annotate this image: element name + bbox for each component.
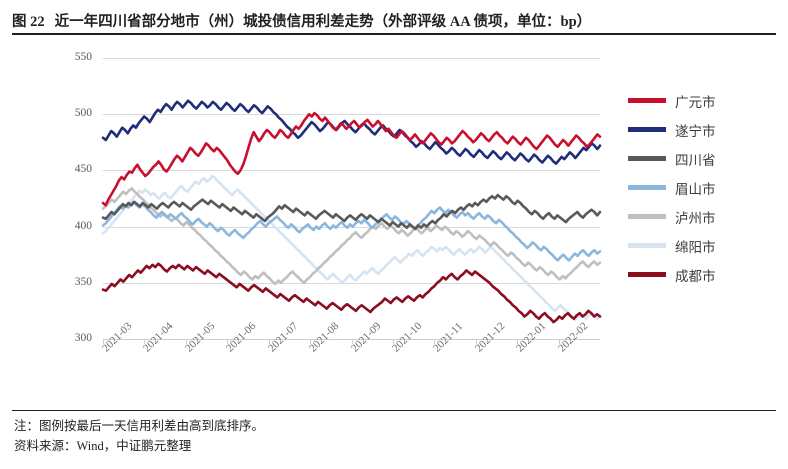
gridline <box>103 282 600 284</box>
series-line <box>101 200 602 262</box>
x-axis-tick <box>475 339 477 344</box>
notes-divider <box>12 410 776 412</box>
legend-color-swatch <box>628 127 666 132</box>
legend-color-swatch <box>628 243 666 248</box>
y-axis-tick-label: 550 <box>74 51 92 63</box>
source-text: 资料来源：Wind，中证鹏元整理 <box>14 439 192 453</box>
x-axis-tick <box>310 339 312 344</box>
x-axis-tick <box>434 339 436 344</box>
x-axis-tick <box>268 339 270 344</box>
figure-notes: 注：图例按最后一天信用利差由高到底排序。 资料来源：Wind，中证鹏元整理 <box>14 416 714 456</box>
x-axis-tick <box>351 339 353 344</box>
legend-item-label: 眉山市 <box>675 181 716 197</box>
legend-item[interactable]: 四川省 <box>628 144 778 173</box>
legend-item-label: 泸州市 <box>675 210 716 226</box>
y-axis-tick-label: 500 <box>74 107 92 120</box>
figure-number: 图 22 <box>12 13 45 30</box>
gridline <box>103 114 600 116</box>
page-title: 近一年四川省部分地市（州）城投债信用利差走势（外部评级 AA 债项，单位：bp） <box>54 13 592 30</box>
legend-item[interactable]: 绵阳市 <box>628 231 778 260</box>
legend-item[interactable]: 眉山市 <box>628 173 778 202</box>
chart-legend: 广元市遂宁市四川省眉山市泸州市绵阳市成都市 <box>628 86 778 289</box>
x-axis-tick <box>517 339 519 344</box>
x-axis-tick <box>144 339 146 344</box>
series-line <box>101 193 602 231</box>
legend-item-label: 广元市 <box>675 94 716 110</box>
y-axis-tick-label: 400 <box>74 219 92 232</box>
series-lines <box>101 99 602 324</box>
legend-color-swatch <box>628 156 666 161</box>
series-line <box>101 262 602 324</box>
legend-color-swatch <box>628 214 666 219</box>
legend-color-swatch <box>628 98 666 103</box>
series-line <box>101 99 602 165</box>
title-divider-top <box>12 33 776 35</box>
x-axis-tick <box>392 339 394 344</box>
legend-item-label: 成都市 <box>675 268 716 284</box>
gridline <box>103 58 600 59</box>
legend-item-label: 四川省 <box>675 152 716 168</box>
figure-title-bar: 图 22 近一年四川省部分地市（州）城投债信用利差走势（外部评级 AA 债项，单… <box>12 6 776 34</box>
x-axis-tick <box>227 339 229 344</box>
y-axis-tick-label: 450 <box>74 163 92 176</box>
y-axis-tick-label: 350 <box>74 275 92 288</box>
legend-item[interactable]: 泸州市 <box>628 202 778 231</box>
legend-item[interactable]: 广元市 <box>628 86 778 115</box>
legend-item-label: 绵阳市 <box>675 239 716 255</box>
series-line <box>101 174 602 322</box>
legend-item[interactable]: 遂宁市 <box>628 115 778 144</box>
chart-container: 300 350 400 450 500 550 2021-03 2021-04 2021-05… <box>0 40 788 405</box>
x-axis-tick <box>103 339 104 344</box>
plot-area <box>101 58 602 340</box>
series-line <box>101 111 602 207</box>
legend-color-swatch <box>628 185 666 190</box>
legend-item-label: 遂宁市 <box>675 123 716 139</box>
gridline <box>103 170 600 172</box>
y-axis-tick-label: 300 <box>74 332 92 344</box>
legend-color-swatch <box>628 272 666 277</box>
legend-item[interactable]: 成都市 <box>628 260 778 289</box>
series-line <box>101 187 602 286</box>
note-text: 注：图例按最后一天信用利差由高到底排序。 <box>14 419 265 433</box>
x-axis-tick <box>558 339 560 344</box>
x-axis-tick <box>185 339 187 344</box>
